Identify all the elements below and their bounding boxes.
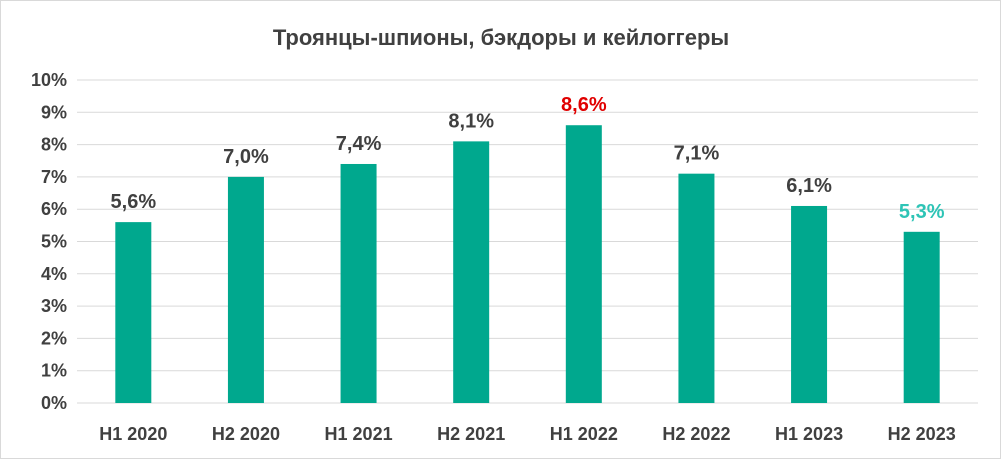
bar [227,176,264,403]
y-tick-label: 2% [41,328,67,348]
bar [115,222,152,403]
y-tick-label: 5% [41,232,67,252]
data-labels: 5,6% 7,0% 7,4% 8,1% 8,6% 7,1% 6,1% 5,3% [111,94,945,223]
data-label: 6,1% [786,175,832,197]
y-tick-label: 10% [31,70,67,90]
data-label: 5,3% [899,201,945,223]
data-label: 7,1% [674,143,720,165]
chart-title: Троянцы-шпионы, бэкдоры и кейлоггеры [273,25,729,50]
x-tick-label: H2 2020 [212,424,280,444]
y-tick-label: 3% [41,296,67,316]
gridlines [77,79,978,404]
y-tick-label: 4% [41,264,67,284]
data-label: 7,0% [223,146,269,168]
x-tick-label: H2 2023 [888,424,956,444]
x-tick-label: H1 2023 [775,424,843,444]
data-label: 7,4% [336,133,382,155]
y-tick-label: 6% [41,199,67,219]
y-tick-label: 9% [41,102,67,122]
bar [791,205,828,403]
y-tick-label: 1% [41,361,67,381]
x-tick-label: H2 2021 [437,424,505,444]
y-tick-label: 8% [41,135,67,155]
y-axis-ticks: 0% 1% 2% 3% 4% 5% 6% 7% 8% 9% 10% [31,70,67,413]
bar [903,231,940,403]
bar [565,125,602,403]
y-tick-label: 7% [41,167,67,187]
bar [340,163,377,403]
bar [453,141,490,403]
bars [115,125,940,403]
bar [678,173,715,403]
data-label: 5,6% [111,191,157,213]
x-axis-ticks: H1 2020 H2 2020 H1 2021 H2 2021 H1 2022 H2 20… [99,424,955,444]
x-tick-label: H1 2021 [325,424,393,444]
x-tick-label: H1 2020 [99,424,167,444]
x-tick-label: H2 2022 [662,424,730,444]
x-tick-label: H1 2022 [550,424,618,444]
y-tick-label: 0% [41,393,67,413]
data-label: 8,1% [448,110,494,132]
data-label: 8,6% [561,94,607,116]
